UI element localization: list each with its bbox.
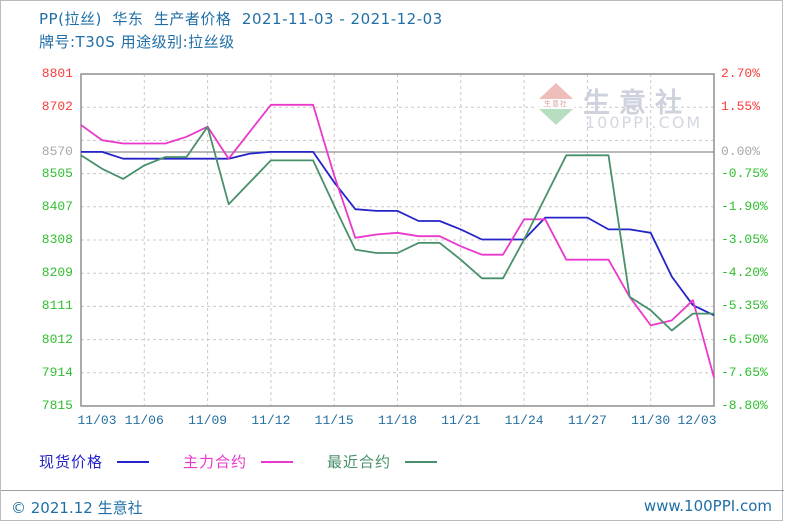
y-axis-label-right: -6.50% [721, 331, 768, 347]
footer-divider [1, 490, 784, 491]
legend-line-swatch [261, 460, 294, 463]
y-axis-label-right: -7.65% [721, 364, 768, 380]
y-axis-label-left: 7914 [41, 364, 73, 380]
copyright-text: © 2021.12 生意社 [11, 499, 143, 517]
legend-label: 现货价格 [39, 453, 104, 471]
legend-label: 最近合约 [327, 453, 392, 471]
x-axis-label: 11/06 [124, 413, 164, 428]
y-axis-label-left: 8801 [41, 66, 73, 81]
y-axis-label-left: 8702 [41, 99, 73, 115]
legend: 现货价格 主力合约 最近合约 [39, 451, 471, 472]
y-axis-label-left: 8570 [41, 143, 73, 159]
watermark-brand: 生意社 [583, 88, 691, 119]
y-axis-label-left: 8407 [41, 198, 73, 214]
x-axis-label: 11/15 [314, 413, 354, 428]
series-line-2 [80, 125, 714, 332]
y-axis-label-right: 0.00% [721, 143, 761, 159]
x-axis-label: 11/12 [251, 413, 291, 428]
logo-band-text: 生意社 [537, 100, 575, 108]
y-axis-label-right: -8.80% [721, 398, 768, 413]
series-line-0 [81, 150, 715, 317]
legend-item: 主力合约 [183, 451, 294, 472]
legend-item: 现货价格 [39, 451, 150, 472]
y-axis-label-right: -5.35% [721, 298, 768, 314]
y-axis-label-left: 8111 [41, 298, 73, 314]
x-axis-label: 11/30 [631, 413, 671, 428]
x-axis-label: 11/18 [377, 413, 417, 428]
y-axis-label-left: 8308 [41, 232, 73, 247]
y-axis-label-right: 1.55% [721, 99, 761, 115]
y-axis-label-left: 8505 [41, 165, 73, 181]
x-axis-label: 11/21 [441, 413, 481, 428]
watermark: 生意社 生意社 100PPI.COM [537, 81, 700, 137]
y-axis-label-left: 8209 [41, 265, 73, 281]
legend-label: 主力合约 [183, 453, 248, 471]
x-axis-label: 11/09 [188, 413, 228, 428]
footer: © 2021.12 生意社 www.100PPI.com [1, 493, 784, 520]
y-axis-label-right: -4.20% [721, 265, 768, 281]
watermark-site: 100PPI.COM [585, 113, 703, 132]
legend-line-swatch [117, 460, 150, 463]
legend-item: 最近合约 [327, 451, 438, 472]
y-axis-label-right: -3.05% [721, 232, 768, 247]
y-axis-label-left: 8012 [41, 331, 73, 347]
series-line-1 [80, 103, 715, 378]
y-axis-label-right: -0.75% [721, 165, 768, 181]
x-axis-label: 11/27 [567, 413, 607, 428]
logo-up-triangle-icon [539, 83, 573, 99]
y-axis-label-left: 7815 [41, 398, 73, 413]
legend-line-swatch [405, 460, 438, 463]
y-axis-label-right: 2.70% [721, 66, 761, 81]
footer-site-url: www.100PPI.com [643, 497, 772, 515]
x-axis-label: 12/03 [677, 413, 717, 428]
chart-title: PP(拉丝) 华东 生产者价格 2021-11-03 - 2021-12-03 [39, 10, 443, 28]
chart-subtitle: 牌号:T30S 用途级别:拉丝级 [39, 33, 235, 51]
x-axis-label: 11/03 [77, 413, 117, 428]
logo-down-triangle-icon [539, 109, 573, 125]
x-axis-label: 11/24 [504, 413, 544, 428]
y-axis-label-right: -1.90% [721, 198, 768, 214]
